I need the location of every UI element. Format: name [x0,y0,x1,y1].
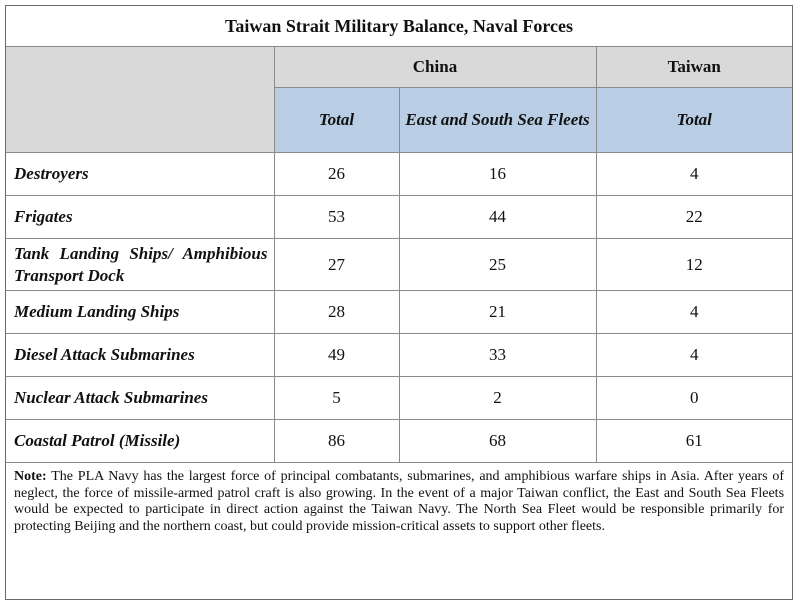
table-row: Medium Landing Ships 28 21 4 [6,290,793,334]
row-label-destroyers: Destroyers [6,152,275,196]
cell-east-south: 33 [398,333,597,377]
header-east-south-fleets: East and South Sea Fleets [398,87,597,153]
cell-taiwan-total: 22 [595,195,793,239]
cell-taiwan-total: 4 [595,333,793,377]
note-label: Note: [14,469,47,484]
row-label-diesel-attack-submarines: Diesel Attack Submarines [6,333,275,377]
table-row: Frigates 53 44 22 [6,195,793,239]
table-row: Destroyers 26 16 4 [6,152,793,196]
cell-china-total: 5 [273,376,400,420]
header-taiwan-total: Total [595,87,793,153]
note-text: The PLA Navy has the largest force of pr… [14,469,785,534]
row-label-coastal-patrol: Coastal Patrol (Missile) [6,419,275,463]
naval-forces-table: Taiwan Strait Military Balance, Naval Fo… [6,6,793,579]
cell-taiwan-total: 4 [595,290,793,334]
cell-china-total: 53 [273,195,400,239]
cell-taiwan-total: 61 [595,419,793,463]
cell-east-south: 25 [398,238,597,291]
row-label-tank-landing-ships: Tank Landing Ships/ Amphibious Transport… [6,238,275,291]
cell-east-south: 2 [398,376,597,420]
table-row: Nuclear Attack Submarines 5 2 0 [6,376,793,420]
cell-taiwan-total: 12 [595,238,793,291]
header-taiwan: Taiwan [595,46,793,88]
row-label-frigates: Frigates [6,195,275,239]
cell-china-total: 28 [273,290,400,334]
cell-taiwan-total: 0 [595,376,793,420]
cell-east-south: 16 [398,152,597,196]
header-china: China [273,46,597,88]
cell-east-south: 68 [398,419,597,463]
row-label-medium-landing-ships: Medium Landing Ships [6,290,275,334]
naval-forces-table-frame: Taiwan Strait Military Balance, Naval Fo… [5,5,793,600]
cell-east-south: 44 [398,195,597,239]
cell-china-total: 49 [273,333,400,377]
cell-china-total: 26 [273,152,400,196]
table-row: Coastal Patrol (Missile) 86 68 61 [6,419,793,463]
cell-china-total: 27 [273,238,400,291]
cell-china-total: 86 [273,419,400,463]
cell-taiwan-total: 4 [595,152,793,196]
row-label-nuclear-attack-submarines: Nuclear Attack Submarines [6,376,275,420]
header-china-total: Total [274,87,400,153]
header-corner [6,46,275,153]
cell-east-south: 21 [398,290,597,334]
table-title: Taiwan Strait Military Balance, Naval Fo… [6,6,793,47]
table-row: Diesel Attack Submarines 49 33 4 [6,333,793,377]
table-note: Note: The PLA Navy has the largest force… [6,462,793,579]
table-row: Tank Landing Ships/ Amphibious Transport… [6,238,793,291]
